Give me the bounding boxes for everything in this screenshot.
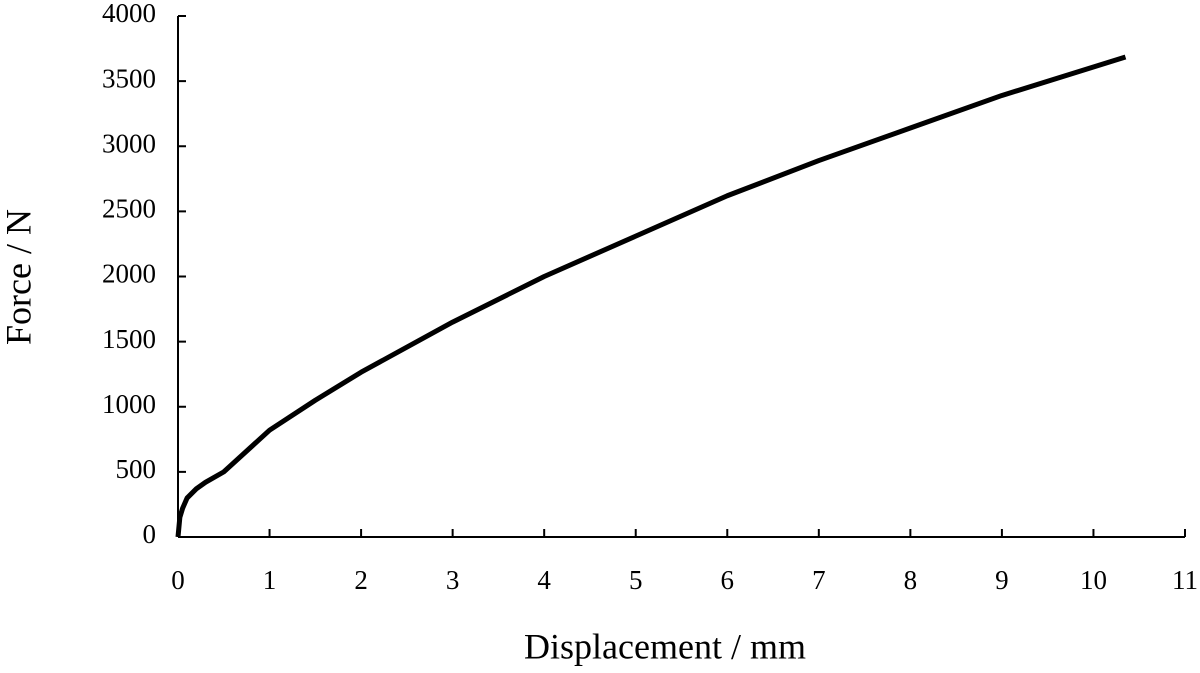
x-tick-label: 11 (1172, 565, 1198, 595)
y-tick-label: 4000 (102, 0, 156, 28)
x-tick-label: 9 (995, 565, 1009, 595)
y-tick-label: 3000 (102, 128, 156, 158)
x-tick-label: 0 (171, 565, 185, 595)
y-axis-title: Force / N (0, 209, 38, 345)
x-tick-label: 1 (263, 565, 277, 595)
x-tick-label: 8 (904, 565, 918, 595)
x-axis-title: Displacement / mm (524, 626, 806, 666)
x-tick-label: 10 (1080, 565, 1107, 595)
x-tick-label: 5 (629, 565, 643, 595)
y-tick-label: 2000 (102, 259, 156, 289)
x-tick-label: 4 (537, 565, 551, 595)
y-tick-label: 3500 (102, 63, 156, 93)
y-tick-label: 1500 (102, 324, 156, 354)
x-tick-label: 2 (354, 565, 368, 595)
x-tick-label: 3 (446, 565, 460, 595)
y-tick-label: 1000 (102, 389, 156, 419)
y-tick-label: 500 (116, 454, 157, 484)
data-line (175, 54, 1127, 538)
y-tick-label: 2500 (102, 194, 156, 224)
y-tick-label: 0 (143, 519, 157, 549)
x-tick-label: 7 (812, 565, 826, 595)
x-tick-label: 6 (721, 565, 735, 595)
